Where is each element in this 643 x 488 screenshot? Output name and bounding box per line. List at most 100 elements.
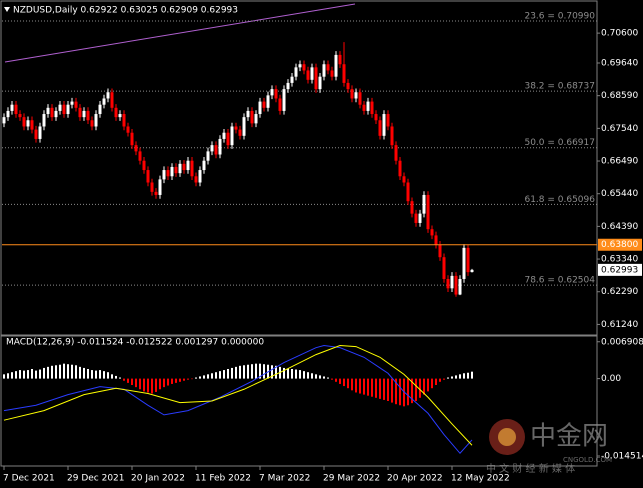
histogram-bar: [139, 378, 141, 390]
histogram-bar: [75, 365, 77, 379]
macd-title: MACD(12,26,9) -0.011524 -0.012522 0.0012…: [6, 338, 264, 348]
candle-body: [298, 64, 302, 68]
y-tick-label: -0.014514: [601, 452, 643, 462]
histogram-bar: [187, 378, 189, 380]
candle-body: [246, 110, 250, 118]
y-tick-label: 0.65440: [601, 189, 638, 199]
candle-body: [326, 64, 330, 71]
histogram-bar: [291, 369, 293, 379]
candle-body: [22, 117, 26, 127]
candle-body: [322, 64, 326, 77]
price-label-box: [598, 238, 642, 251]
x-tick-label: 11 Feb 2022: [195, 474, 251, 484]
candle-body: [118, 114, 122, 118]
macd-line: [3, 345, 473, 455]
histogram-bar: [179, 378, 181, 382]
candle-body: [394, 145, 398, 161]
candle-body: [70, 101, 74, 105]
histogram-bar: [431, 378, 433, 389]
candle-body: [146, 170, 150, 183]
candle-body: [102, 98, 106, 105]
watermark-site: CNGOLD.COM: [563, 456, 612, 464]
histogram-bar: [247, 364, 249, 379]
histogram-bar: [447, 377, 449, 379]
histogram-bar: [19, 370, 21, 379]
candle-body: [170, 166, 174, 177]
watermark: 中金网 CNGOLD.COM 中 文 财 经 新 媒 体: [486, 419, 612, 475]
histogram-bar: [159, 378, 161, 390]
histogram-bar: [83, 367, 85, 379]
fib-label: 78.6 = 0.62504: [524, 276, 595, 286]
candle-body: [114, 107, 118, 118]
histogram-bar: [195, 377, 197, 379]
candle-body: [290, 76, 294, 83]
fib-label: 50.0 = 0.66917: [524, 138, 595, 148]
y-tick-label: 0.67540: [601, 124, 638, 134]
x-tick-label: 12 May 2022: [451, 474, 510, 484]
watermark-tagline: 中 文 财 经 新 媒 体: [486, 462, 575, 475]
candle-body: [438, 244, 442, 258]
histogram-bar: [367, 378, 369, 396]
candle-body: [422, 194, 426, 214]
candle-body: [458, 278, 462, 295]
candle-body: [10, 104, 14, 111]
candle-body: [134, 145, 138, 152]
histogram-bar: [423, 378, 425, 395]
candle-body: [82, 110, 86, 118]
candle-body: [194, 176, 198, 183]
candle-body: [390, 126, 394, 146]
candle-body: [142, 160, 146, 171]
histogram-bar: [251, 364, 253, 379]
histogram-bar: [63, 363, 65, 379]
candle-body: [250, 110, 254, 124]
symbol-menu-arrow[interactable]: [4, 7, 10, 12]
histogram-bar: [451, 376, 453, 379]
candle-body: [366, 101, 370, 111]
candle-body: [226, 132, 230, 146]
histogram-bar: [387, 378, 389, 401]
histogram-bar: [191, 378, 193, 380]
histogram-bar: [243, 365, 245, 379]
histogram-bar: [183, 378, 185, 381]
candle-body: [18, 114, 22, 118]
candle-body: [166, 170, 170, 177]
histogram-bar: [263, 364, 265, 379]
histogram-bar: [467, 372, 469, 379]
y-tick-label: 0.70600: [601, 29, 638, 39]
candle-body: [38, 126, 42, 139]
candle-body: [162, 170, 166, 180]
histogram-bar: [103, 371, 105, 379]
macd-panel-frame: [0, 335, 598, 467]
histogram-bar: [163, 378, 165, 388]
candle-body: [126, 126, 130, 133]
candle-body: [78, 107, 82, 118]
candle-body: [278, 98, 282, 111]
candle-body: [30, 120, 34, 130]
candle-body: [286, 82, 290, 90]
candle-body: [410, 201, 414, 214]
candle-body: [382, 114, 386, 136]
histogram-bar: [439, 378, 441, 382]
candle-body: [14, 104, 18, 115]
candle-body: [46, 107, 50, 115]
histogram-bar: [47, 366, 49, 379]
histogram-bar: [355, 378, 357, 393]
y-tick-label: 0.006908: [601, 337, 643, 347]
macd-line: [3, 345, 473, 446]
candle-body: [202, 160, 206, 171]
candle-body: [434, 235, 438, 245]
histogram-bar: [11, 372, 13, 379]
candle-body: [350, 89, 354, 99]
candle-body: [314, 67, 318, 90]
histogram-bar: [271, 365, 273, 379]
histogram-bar: [175, 378, 177, 383]
histogram-bar: [343, 378, 345, 387]
histogram-bar: [391, 378, 393, 403]
histogram-bar: [363, 378, 365, 395]
histogram-bar: [319, 375, 321, 379]
x-tick-label: 7 Dec 2021: [3, 474, 55, 484]
candle-body: [198, 170, 202, 183]
histogram-bar: [199, 376, 201, 379]
candle-body: [378, 120, 382, 136]
